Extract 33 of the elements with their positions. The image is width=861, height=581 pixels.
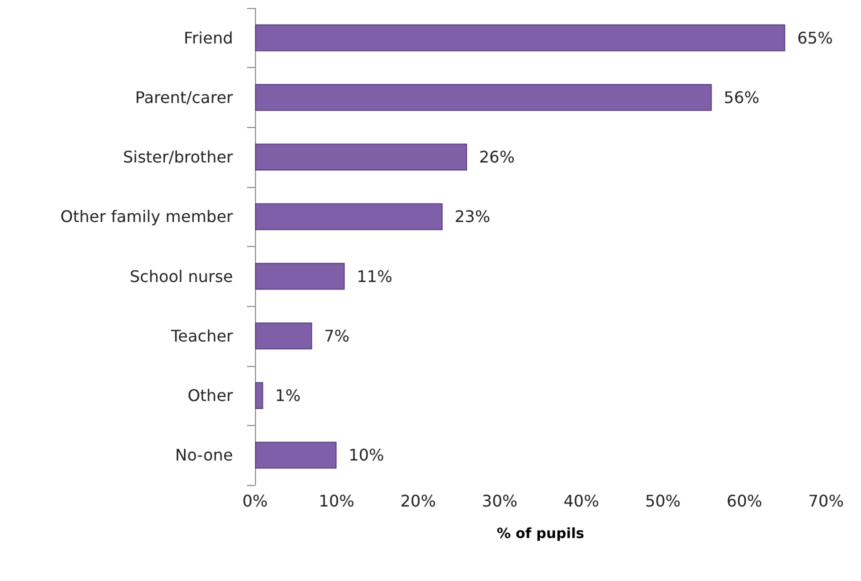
data-label: 23% — [454, 207, 490, 226]
bar — [255, 442, 337, 469]
data-label: 56% — [724, 88, 760, 107]
x-tick-label: 20% — [400, 492, 436, 510]
data-label: 7% — [324, 326, 350, 346]
data-label: 26% — [479, 148, 515, 167]
y-tick-label: Friend — [184, 28, 233, 48]
y-tick-label: Parent/carer — [135, 88, 234, 107]
bar — [255, 24, 786, 52]
bar — [255, 322, 312, 350]
bar — [255, 84, 712, 111]
x-tick-label: 70% — [808, 492, 844, 510]
y-tick-label: Other family member — [60, 207, 234, 226]
data-label: 1% — [275, 386, 301, 406]
x-tick-label: 50% — [645, 492, 681, 510]
data-label: 65% — [797, 28, 833, 48]
data-label: 11% — [356, 266, 392, 286]
data-label: 10% — [348, 446, 384, 465]
x-axis-title: % of pupils — [496, 526, 584, 542]
y-tick-label: No-one — [175, 446, 233, 465]
bar — [255, 262, 345, 290]
y-tick-label: Teacher — [170, 326, 234, 346]
x-tick-label: 40% — [564, 492, 600, 510]
y-tick-label: Other — [188, 386, 234, 406]
x-tick-label: 0% — [242, 492, 268, 510]
y-tick-label: Sister/brother — [122, 148, 234, 167]
x-tick-label: 60% — [726, 492, 762, 510]
bar — [255, 203, 443, 230]
bar — [255, 144, 468, 170]
x-tick-label: 30% — [482, 492, 518, 510]
y-tick-label: School nurse — [130, 266, 233, 286]
x-tick-label: 10% — [318, 492, 354, 510]
bar — [255, 382, 264, 409]
